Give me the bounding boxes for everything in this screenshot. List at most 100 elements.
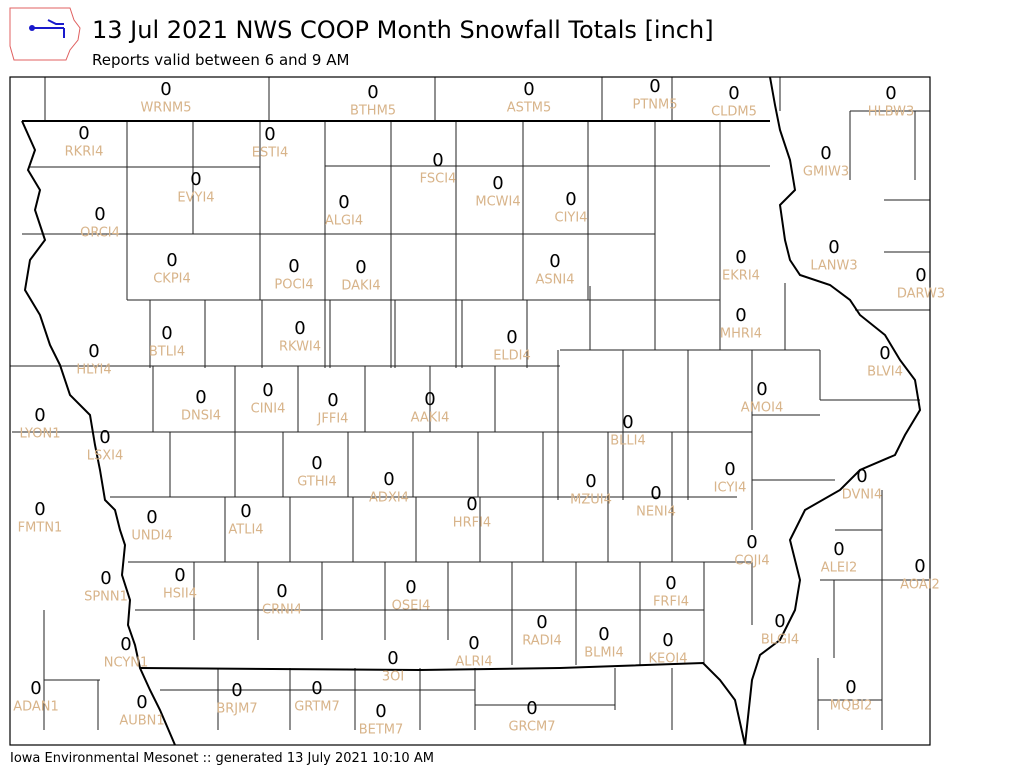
station-snowfall-value: 0 bbox=[506, 327, 518, 348]
station-snowfall-value: 0 bbox=[240, 501, 252, 522]
station-snowfall-value: 0 bbox=[311, 453, 323, 474]
station-snowfall-value: 0 bbox=[387, 648, 399, 669]
station-snowfall-value: 0 bbox=[828, 237, 840, 258]
station-snowfall-value: 0 bbox=[34, 499, 46, 520]
station-id-label: HLBW3 bbox=[867, 104, 915, 120]
station-id-label: ELDI4 bbox=[493, 348, 531, 364]
station-id-label: MQBI2 bbox=[829, 698, 873, 714]
station-id-label: RKWI4 bbox=[278, 339, 322, 355]
station-id-label: LYON1 bbox=[19, 426, 61, 442]
iem-logo bbox=[9, 7, 81, 61]
station-snowfall-value: 0 bbox=[195, 387, 207, 408]
station-snowfall-value: 0 bbox=[756, 379, 768, 400]
station-id-label: NCYN1 bbox=[103, 655, 149, 671]
station-snowfall-value: 0 bbox=[735, 247, 747, 268]
station-snowfall-value: 0 bbox=[585, 471, 597, 492]
station-id-label: CRNI4 bbox=[262, 602, 302, 618]
station-id-label: PTNM5 bbox=[632, 97, 678, 113]
station-snowfall-value: 0 bbox=[856, 466, 868, 487]
station-snowfall-value: 0 bbox=[879, 343, 891, 364]
station-id-label: CKPI4 bbox=[153, 271, 191, 287]
station-id-label: GTHI4 bbox=[297, 474, 337, 490]
station-snowfall-value: 0 bbox=[549, 251, 561, 272]
station-id-label: BRJM7 bbox=[216, 701, 258, 717]
station-snowfall-value: 0 bbox=[34, 405, 46, 426]
station-id-label: AUBN1 bbox=[119, 713, 165, 729]
station-snowfall-value: 0 bbox=[146, 507, 158, 528]
station-snowfall-value: 0 bbox=[174, 565, 186, 586]
station-id-label: FMTN1 bbox=[17, 520, 63, 536]
station-snowfall-value: 0 bbox=[774, 611, 786, 632]
station-snowfall-value: 0 bbox=[885, 83, 897, 104]
station-snowfall-value: 0 bbox=[166, 250, 178, 271]
station-id-label: BLVI4 bbox=[867, 364, 903, 380]
station-snowfall-value: 0 bbox=[88, 341, 100, 362]
station-snowfall-value: 0 bbox=[30, 678, 42, 699]
station-snowfall-value: 0 bbox=[724, 459, 736, 480]
station-snowfall-value: 0 bbox=[649, 76, 661, 97]
station-id-label: CLDM5 bbox=[711, 104, 757, 120]
station-snowfall-value: 0 bbox=[276, 581, 288, 602]
station-snowfall-value: 0 bbox=[665, 573, 677, 594]
station-snowfall-value: 0 bbox=[338, 192, 350, 213]
station-snowfall-value: 0 bbox=[94, 204, 106, 225]
station-id-label: AMOI4 bbox=[740, 400, 784, 416]
station-snowfall-value: 0 bbox=[565, 189, 577, 210]
station-snowfall-value: 0 bbox=[468, 633, 480, 654]
station-id-label: DAKI4 bbox=[341, 278, 381, 294]
station-snowfall-value: 0 bbox=[355, 257, 367, 278]
station-id-label: NENI4 bbox=[636, 504, 676, 520]
station-snowfall-value: 0 bbox=[99, 427, 111, 448]
station-snowfall-value: 0 bbox=[78, 123, 90, 144]
station-id-label: BLGI4 bbox=[760, 632, 800, 648]
station-id-label: ESTI4 bbox=[251, 145, 289, 161]
station-snowfall-value: 0 bbox=[120, 634, 132, 655]
station-snowfall-value: 0 bbox=[424, 389, 436, 410]
station-snowfall-value: 0 bbox=[914, 556, 926, 577]
station-id-label: DNSI4 bbox=[180, 408, 222, 424]
station-id-label: EKRI4 bbox=[722, 268, 760, 284]
station-id-label: DVNI4 bbox=[841, 487, 883, 503]
station-snowfall-value: 0 bbox=[311, 678, 323, 699]
station-snowfall-value: 0 bbox=[735, 305, 747, 326]
state-borders bbox=[9, 76, 931, 746]
station-id-label: BTLI4 bbox=[148, 344, 186, 360]
station-snowfall-value: 0 bbox=[161, 323, 173, 344]
station-id-label: ALGI4 bbox=[324, 213, 364, 229]
station-snowfall-value: 0 bbox=[367, 82, 379, 103]
station-snowfall-value: 0 bbox=[136, 692, 148, 713]
station-id-label: HRFI4 bbox=[452, 515, 492, 531]
station-id-label: UNDI4 bbox=[131, 528, 173, 544]
station-id-label: ORCI4 bbox=[80, 225, 120, 241]
station-id-label: ASNI4 bbox=[535, 272, 575, 288]
station-id-label: CIYI4 bbox=[554, 210, 588, 226]
station-snowfall-value: 0 bbox=[405, 577, 417, 598]
station-snowfall-value: 0 bbox=[190, 169, 202, 190]
map-subtitle: Reports valid between 6 and 9 AM bbox=[92, 51, 350, 69]
station-snowfall-value: 0 bbox=[820, 143, 832, 164]
station-id-label: RADI4 bbox=[522, 633, 562, 649]
station-snowfall-value: 0 bbox=[622, 412, 634, 433]
station-id-label: GRCM7 bbox=[508, 719, 556, 735]
station-snowfall-value: 0 bbox=[383, 469, 395, 490]
station-snowfall-value: 0 bbox=[262, 380, 274, 401]
station-id-label: ADAN1 bbox=[13, 699, 59, 715]
station-snowfall-value: 0 bbox=[728, 83, 740, 104]
station-id-label: DARW3 bbox=[896, 286, 946, 302]
station-snowfall-value: 0 bbox=[662, 630, 674, 651]
station-id-label: ADXI4 bbox=[369, 490, 409, 506]
station-snowfall-value: 0 bbox=[100, 568, 112, 589]
station-id-label: WRNM5 bbox=[140, 100, 192, 116]
station-id-label: OSEI4 bbox=[391, 598, 431, 614]
station-id-label: ATLI4 bbox=[228, 522, 264, 538]
station-id-label: ALRI4 bbox=[455, 654, 493, 670]
station-snowfall-value: 0 bbox=[526, 698, 538, 719]
station-id-label: MZUI4 bbox=[570, 492, 612, 508]
station-id-label: AAKI4 bbox=[410, 410, 450, 426]
station-id-label: FSCI4 bbox=[419, 171, 457, 187]
station-snowfall-value: 0 bbox=[160, 79, 172, 100]
station-id-label: ASTM5 bbox=[506, 100, 552, 116]
station-snowfall-value: 0 bbox=[327, 390, 339, 411]
station-snowfall-value: 0 bbox=[264, 124, 276, 145]
